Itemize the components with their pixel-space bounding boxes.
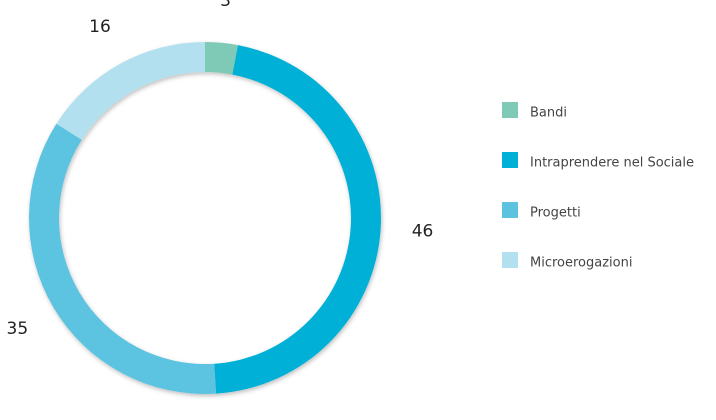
legend-label: Bandi <box>530 106 567 121</box>
legend-label: Microerogazioni <box>530 256 632 271</box>
value-label: 3 <box>220 0 231 11</box>
legend-swatch <box>502 202 518 218</box>
value-label: 46 <box>412 222 434 242</box>
legend-swatch <box>502 252 518 268</box>
slice <box>56 42 205 140</box>
value-label: 35 <box>7 319 29 339</box>
legend-swatch <box>502 102 518 118</box>
legend-label: Progetti <box>530 206 581 221</box>
donut <box>29 42 382 394</box>
slice <box>205 42 238 75</box>
slice <box>214 45 382 394</box>
slice <box>29 123 217 394</box>
value-label: 16 <box>89 17 111 37</box>
legend-label: Intraprendere nel Sociale <box>530 156 694 171</box>
legend-swatch <box>502 152 518 168</box>
